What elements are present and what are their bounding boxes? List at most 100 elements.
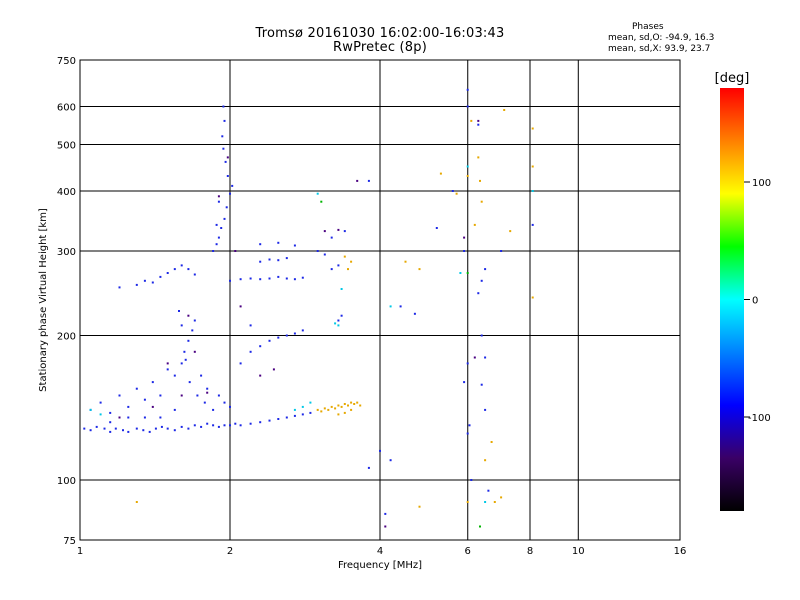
- data-point: [226, 156, 229, 159]
- data-point: [500, 250, 503, 252]
- data-point: [160, 425, 163, 428]
- data-point: [223, 401, 226, 404]
- data-point: [231, 184, 234, 187]
- data-point: [439, 172, 442, 175]
- data-point: [337, 264, 340, 267]
- data-point: [384, 512, 387, 515]
- data-point: [347, 268, 349, 271]
- data-point: [217, 195, 220, 198]
- data-point: [200, 374, 203, 377]
- data-point: [226, 175, 229, 177]
- data-point: [463, 236, 466, 239]
- data-point: [337, 413, 340, 416]
- data-point: [399, 305, 402, 308]
- data-point: [151, 405, 154, 408]
- data-point: [277, 418, 280, 420]
- data-point: [159, 394, 162, 397]
- data-point: [99, 401, 102, 404]
- x-tick-labels: 1 2 4 6 8 10 16: [77, 546, 687, 557]
- data-point: [183, 350, 186, 353]
- data-point: [466, 501, 469, 503]
- data-point: [389, 305, 392, 308]
- data-point: [379, 449, 381, 452]
- colorbar-tick-labels: 100 0 -100: [744, 178, 771, 424]
- data-point: [234, 422, 237, 425]
- chart-subtitle: RwPretec (8p): [333, 40, 427, 55]
- data-point: [173, 408, 176, 411]
- data-point: [118, 416, 121, 419]
- data-point: [484, 501, 487, 503]
- data-point: [223, 119, 226, 122]
- data-point: [477, 292, 480, 295]
- data-point: [285, 257, 288, 260]
- colorbar-tick-label: -100: [748, 413, 771, 424]
- data-point: [480, 334, 483, 337]
- data-point: [404, 260, 407, 263]
- data-point: [466, 272, 469, 274]
- data-point: [206, 387, 209, 390]
- data-point: [343, 255, 346, 258]
- data-point: [466, 362, 469, 365]
- x-tick-label: 2: [227, 546, 233, 557]
- data-point: [327, 408, 330, 411]
- data-point: [180, 264, 183, 267]
- data-point: [509, 230, 512, 233]
- data-point: [215, 243, 218, 246]
- data-point: [127, 430, 130, 433]
- data-point: [285, 277, 288, 280]
- data-point: [135, 501, 138, 503]
- data-point: [222, 147, 225, 150]
- data-point: [159, 275, 162, 278]
- data-point: [95, 425, 98, 428]
- data-point: [451, 190, 454, 192]
- data-point: [531, 296, 534, 299]
- data-point: [480, 279, 483, 282]
- data-point: [187, 314, 190, 317]
- data-point: [466, 432, 469, 435]
- data-point: [459, 272, 462, 274]
- data-point: [127, 416, 130, 419]
- data-point: [285, 416, 288, 419]
- phases-legend-x-mode: mean, sd,X: 93.9, 23.7: [608, 44, 711, 54]
- data-point: [212, 408, 215, 411]
- data-point: [293, 278, 296, 281]
- data-point: [487, 489, 490, 492]
- data-point: [217, 425, 220, 428]
- data-point: [127, 405, 130, 408]
- data-point: [337, 404, 340, 407]
- data-point: [259, 243, 262, 246]
- grid-lines: [80, 60, 680, 540]
- data-point: [154, 427, 157, 430]
- data-point: [222, 105, 225, 108]
- data-point: [191, 329, 194, 332]
- chart-title: Tromsø 20161030 16:02:00-16:03:43: [255, 26, 505, 41]
- data-point: [234, 250, 237, 252]
- data-point: [323, 407, 326, 410]
- data-point: [316, 408, 319, 411]
- data-point: [466, 88, 469, 91]
- x-tick-label: 6: [465, 546, 471, 557]
- data-point: [330, 236, 333, 239]
- data-point: [337, 228, 340, 231]
- data-point: [340, 314, 343, 317]
- data-point: [109, 421, 112, 424]
- data-point: [268, 419, 271, 422]
- data-point: [503, 109, 506, 111]
- data-point: [178, 310, 180, 312]
- data-point: [187, 268, 190, 271]
- data-point: [193, 350, 196, 353]
- data-point: [484, 356, 487, 359]
- data-point: [221, 135, 224, 138]
- data-point: [187, 427, 190, 430]
- data-point: [493, 501, 496, 503]
- data-point: [229, 279, 231, 282]
- data-point: [180, 324, 183, 327]
- data-point: [272, 368, 275, 371]
- x-axis-label: Frequency [MHz]: [338, 560, 422, 571]
- data-point: [343, 230, 346, 233]
- data-point: [122, 429, 124, 432]
- data-point: [334, 322, 337, 325]
- data-point: [337, 324, 340, 327]
- data-point: [418, 268, 421, 271]
- data-point: [531, 223, 534, 226]
